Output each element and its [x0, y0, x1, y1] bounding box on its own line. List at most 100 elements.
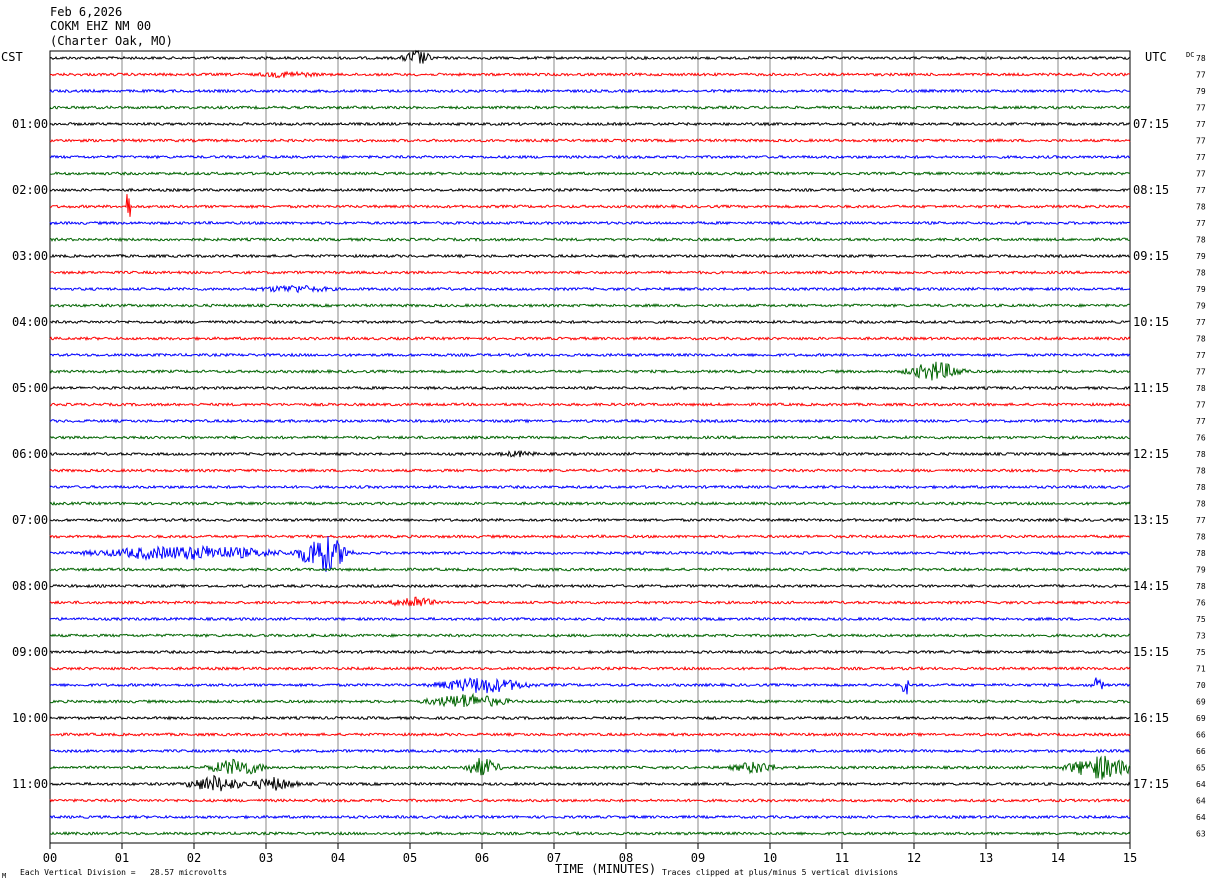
- trace-line: [49, 88, 1131, 94]
- left-hour-label: 11:00: [12, 777, 48, 791]
- left-timezone-label: CST: [1, 50, 23, 64]
- location-label: (Charter Oak, MO): [50, 34, 173, 48]
- dc-offset-label: 77: [1196, 137, 1206, 146]
- x-tick-label: 13: [979, 851, 993, 865]
- trace-line: [49, 677, 1131, 695]
- right-hour-labels: 07:15 08:15 09:15 10:15 11:15 12:15 13:15 14:15…: [1133, 117, 1169, 791]
- dc-offset-label: 78: [1196, 467, 1206, 476]
- scale-note: Each Vertical Division = 28.57 microvolt…: [20, 868, 227, 877]
- dc-offset-label: 78: [1196, 54, 1206, 63]
- dc-offset-label: 77: [1196, 104, 1206, 113]
- trace-line: [49, 536, 1130, 572]
- corner-mark: M: [2, 872, 6, 880]
- date-label: Feb 6,2026: [50, 5, 122, 19]
- trace-line: [49, 236, 1131, 243]
- trace-line: [49, 632, 1131, 639]
- trace-line: [49, 194, 1131, 217]
- trace-line: [49, 435, 1131, 440]
- trace-line: [49, 418, 1131, 424]
- right-hour-label: 11:15: [1133, 381, 1169, 395]
- trace-line: [49, 385, 1131, 391]
- dc-offset-label: 65: [1196, 764, 1206, 773]
- x-tick-label: 03: [259, 851, 273, 865]
- trace-line: [49, 450, 1131, 458]
- dc-offset-label: 76: [1196, 434, 1206, 443]
- x-tick-label: 10: [763, 851, 777, 865]
- x-tick-label: 14: [1051, 851, 1065, 865]
- right-hour-label: 13:15: [1133, 513, 1169, 527]
- trace-line: [49, 49, 1131, 64]
- right-hour-label: 08:15: [1133, 183, 1169, 197]
- dc-offset-label: 78: [1196, 582, 1206, 591]
- dc-offset-label: 78: [1196, 549, 1206, 558]
- trace-line: [49, 284, 1131, 294]
- trace-line: [49, 220, 1131, 226]
- dc-offset-label: 78: [1196, 236, 1206, 245]
- dc-offset-label: 66: [1196, 731, 1206, 740]
- right-hour-label: 07:15: [1133, 117, 1169, 131]
- right-hour-label: 10:15: [1133, 315, 1169, 329]
- trace-line: [49, 402, 1131, 408]
- left-hour-labels: 01:00 02:00 03:00 04:00 05:00 06:00 07:00 08:00…: [12, 117, 48, 791]
- trace-line: [49, 755, 1131, 780]
- trace-line: [50, 253, 1131, 259]
- x-tick-label: 08: [619, 851, 633, 865]
- dc-offset-label: 78: [1196, 384, 1206, 393]
- dc-offset-label: 76: [1196, 599, 1206, 608]
- left-hour-label: 07:00: [12, 513, 48, 527]
- dc-offset-label: 77: [1196, 417, 1206, 426]
- left-hour-label: 06:00: [12, 447, 48, 461]
- trace-line: [49, 484, 1131, 490]
- dc-offset-label: 77: [1196, 351, 1206, 360]
- trace-line: [49, 566, 1131, 573]
- dc-offset-label: 79: [1196, 252, 1206, 261]
- dc-offset-label: 78: [1196, 269, 1206, 278]
- dc-offset-label: 77: [1196, 401, 1206, 410]
- trace-line: [49, 303, 1131, 309]
- trace-line: [49, 70, 1131, 79]
- trace-line: [49, 361, 1131, 381]
- dc-offset-label: 78: [1196, 450, 1206, 459]
- dc-offset-labels: 78 77 79 77 77 77 77 77 77 78 77 78 79 78 79 79 77 78 77 77…: [1196, 54, 1206, 839]
- dc-offset-label: 64: [1196, 797, 1206, 806]
- left-hour-label: 08:00: [12, 579, 48, 593]
- trace-line: [49, 533, 1131, 539]
- seismic-traces: [49, 49, 1131, 837]
- x-tick-label: 02: [187, 851, 201, 865]
- dc-offset-label: 77: [1196, 219, 1206, 228]
- clip-note: Traces clipped at plus/minus 5 vertical …: [662, 868, 898, 877]
- trace-line: [49, 468, 1131, 474]
- trace-line: [49, 335, 1131, 342]
- dc-offset-label: 77: [1196, 71, 1206, 80]
- header: Feb 6,2026 COKM EHZ NM 00 (Charter Oak, …: [1, 5, 1194, 64]
- x-tick-label: 12: [907, 851, 921, 865]
- dc-offset-label: 66: [1196, 747, 1206, 756]
- dc-offset-label: 78: [1196, 335, 1206, 344]
- left-hour-label: 01:00: [12, 117, 48, 131]
- dc-offset-label: 69: [1196, 698, 1206, 707]
- dc-offset-label: 79: [1196, 302, 1206, 311]
- dc-offset-label: 64: [1196, 813, 1206, 822]
- trace-line: [49, 665, 1131, 671]
- trace-line: [49, 797, 1131, 803]
- dc-offset-label: 64: [1196, 780, 1206, 789]
- trace-line: [49, 774, 1131, 792]
- dc-offset-label: 78: [1196, 533, 1206, 542]
- station-label: COKM EHZ NM 00: [50, 19, 151, 33]
- right-hour-label: 12:15: [1133, 447, 1169, 461]
- x-tick-label: 01: [115, 851, 129, 865]
- minute-gridlines: [121, 51, 1059, 843]
- trace-line: [49, 500, 1131, 506]
- trace-line: [49, 154, 1131, 160]
- trace-line: [49, 104, 1131, 110]
- trace-line: [49, 352, 1131, 358]
- left-hour-label: 05:00: [12, 381, 48, 395]
- dc-offset-label: 78: [1196, 203, 1206, 212]
- dc-offset-label: 77: [1196, 153, 1206, 162]
- x-tick-label: 04: [331, 851, 345, 865]
- left-hour-label: 04:00: [12, 315, 48, 329]
- trace-line: [49, 319, 1131, 325]
- right-hour-label: 15:15: [1133, 645, 1169, 659]
- x-tick-label: 11: [835, 851, 849, 865]
- trace-line: [49, 814, 1131, 820]
